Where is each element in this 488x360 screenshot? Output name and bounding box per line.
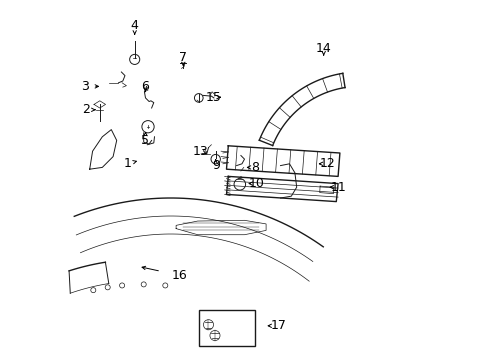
Text: 17: 17 <box>270 319 286 332</box>
Text: 1: 1 <box>123 157 131 170</box>
Text: 13: 13 <box>192 145 208 158</box>
Text: 15: 15 <box>205 91 222 104</box>
Text: 6: 6 <box>141 80 149 93</box>
FancyBboxPatch shape <box>199 310 255 346</box>
Text: 5: 5 <box>141 134 149 147</box>
Text: 11: 11 <box>329 181 346 194</box>
Text: 8: 8 <box>251 161 259 174</box>
Text: 10: 10 <box>249 177 264 190</box>
Text: 12: 12 <box>319 157 334 170</box>
Text: 16: 16 <box>171 269 187 282</box>
Text: 4: 4 <box>130 19 139 32</box>
Text: 7: 7 <box>179 51 187 64</box>
Text: 14: 14 <box>315 42 331 55</box>
Text: 3: 3 <box>81 80 89 93</box>
Text: 9: 9 <box>211 159 219 172</box>
Text: 2: 2 <box>82 103 90 116</box>
